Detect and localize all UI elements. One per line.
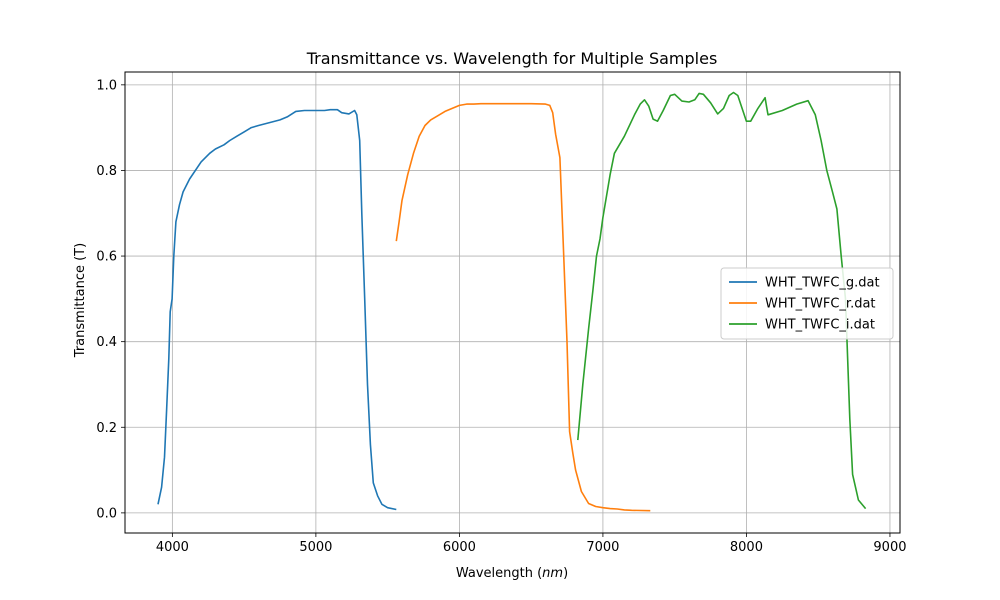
legend: WHT_TWFC_g.dat WHT_TWFC_r.dat WHT_TWFC_i.d… — [720, 267, 894, 340]
x-axis-label-unit: nm — [542, 566, 563, 581]
y-tick-label: 0.6 — [96, 250, 117, 265]
legend-label: WHT_TWFC_i.dat — [765, 318, 875, 333]
series-line-wht-twfc-r-dat — [395, 102, 651, 512]
x-axis-label-suffix: ) — [563, 566, 568, 581]
legend-box — [720, 267, 894, 340]
plot-frame — [124, 71, 901, 534]
x-tick-label: 6000 — [443, 540, 476, 555]
y-tick-label: 0.8 — [96, 164, 117, 179]
x-tick-label: 4000 — [156, 540, 189, 555]
x-tick-label: 8000 — [730, 540, 763, 555]
series-line-wht-twfc-g-dat — [157, 108, 397, 511]
series-line-wht-twfc-i-dat — [577, 91, 867, 510]
axis-ticks: 4000 5000 6000 7000 8000 9000 0.0 0.2 0.4 0.6 0.8 1… — [96, 78, 906, 555]
y-tick-label: 0.0 — [96, 506, 117, 521]
y-axis-label: Transmittance (T) — [73, 243, 88, 358]
x-tick-label: 7000 — [586, 540, 619, 555]
grid — [125, 72, 900, 533]
x-tick-label: 9000 — [873, 540, 906, 555]
x-axis-label: Wavelength (nm) — [456, 566, 568, 581]
x-tick-label: 5000 — [299, 540, 332, 555]
y-tick-label: 0.4 — [96, 335, 117, 350]
series-lines — [157, 91, 867, 512]
x-axis-label-prefix: Wavelength ( — [456, 566, 542, 581]
legend-label: WHT_TWFC_r.dat — [765, 297, 876, 312]
y-tick-label: 0.2 — [96, 421, 117, 436]
chart-title: Transmittance vs. Wavelength for Multipl… — [306, 49, 718, 68]
y-tick-label: 1.0 — [96, 78, 117, 93]
legend-label: WHT_TWFC_g.dat — [765, 276, 880, 291]
